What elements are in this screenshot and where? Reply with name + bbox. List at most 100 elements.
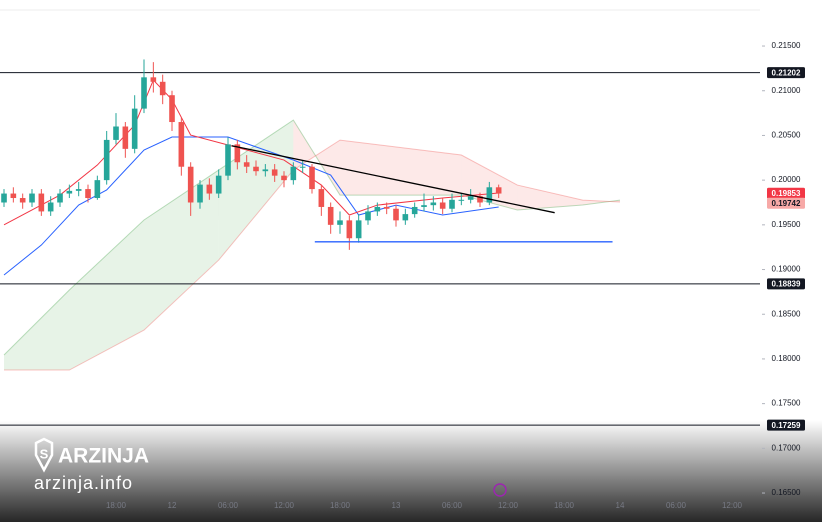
cloud-segment <box>582 200 621 205</box>
candle-body <box>253 166 259 172</box>
candle-body <box>19 198 26 203</box>
candle-body <box>215 175 222 194</box>
watermark-shade <box>0 420 822 522</box>
x-tick-label: 13 <box>392 501 401 510</box>
trendline <box>231 145 555 214</box>
candle-body <box>29 193 35 203</box>
candle-body <box>169 95 175 123</box>
candle-body <box>411 206 418 215</box>
y-tick-label: 0.19500 <box>772 220 801 229</box>
candle-body <box>318 189 325 207</box>
candle-body <box>421 205 427 207</box>
candle-body <box>374 206 381 212</box>
y-tick-label: 0.18000 <box>772 354 801 363</box>
cloud-segment <box>69 220 145 371</box>
cloud-segment <box>293 120 341 196</box>
level-label: 0.17259 <box>772 421 801 430</box>
x-tick-label: 18:00 <box>554 501 575 510</box>
candle-body <box>393 208 399 221</box>
candle-body <box>47 202 54 212</box>
x-tick-label: 18:00 <box>330 501 351 510</box>
y-tick-label: 0.17000 <box>772 443 801 452</box>
cloud-segment <box>340 140 462 196</box>
candle-body <box>225 144 231 176</box>
x-tick-label: 06:00 <box>666 501 687 510</box>
watermark-brand: ARZINJA <box>58 445 149 468</box>
candle-body <box>495 187 502 194</box>
candle-body <box>103 139 110 181</box>
y-tick-label: 0.16500 <box>772 488 801 497</box>
candle-body <box>10 193 17 199</box>
cloud-segment <box>144 170 219 331</box>
x-tick-label: 12 <box>168 501 177 510</box>
candle-body <box>477 196 483 203</box>
candle-body <box>449 199 455 209</box>
candle-body <box>150 77 157 82</box>
svg-text:S: S <box>40 446 49 461</box>
candle-body <box>1 193 7 203</box>
level-label-box <box>767 419 805 431</box>
price-label: 0.19742 <box>772 199 801 208</box>
candle-body <box>243 162 250 167</box>
cloud-segment <box>4 290 70 371</box>
candle-body <box>38 193 45 212</box>
candle-body <box>122 126 129 149</box>
candle-body <box>281 175 287 181</box>
indicator-line <box>3 79 499 226</box>
candle-body <box>234 144 241 163</box>
candle-body <box>299 166 306 168</box>
level-label-box <box>767 278 805 290</box>
cloud-segment <box>218 120 294 261</box>
candle-body <box>327 206 334 225</box>
candle-body <box>113 126 119 140</box>
candle-body <box>439 202 446 209</box>
y-tick-label: 0.19000 <box>772 265 801 274</box>
candle-body <box>346 220 353 239</box>
y-tick-label: 0.20000 <box>772 175 801 184</box>
y-tick-label: 0.20500 <box>772 131 801 140</box>
candle-body <box>458 199 465 201</box>
level-label: 0.18839 <box>772 280 801 289</box>
x-tick-label: 06:00 <box>218 501 239 510</box>
x-tick-label: 12:00 <box>498 501 519 510</box>
candle-body <box>159 81 166 96</box>
candle-body <box>75 189 82 191</box>
candle-body <box>365 211 371 221</box>
watermark-site: arzinja.info <box>34 473 133 493</box>
candle-body <box>309 166 315 190</box>
candle-body <box>94 180 101 199</box>
watermark-logo: S <box>34 437 54 473</box>
level-label-box <box>767 67 805 79</box>
y-tick-label: 0.21000 <box>772 86 801 95</box>
candle-body <box>66 190 73 194</box>
y-tick-label: 0.21500 <box>772 41 801 50</box>
candle-body <box>206 184 213 194</box>
indicator-line <box>3 136 499 276</box>
y-tick-label: 0.18500 <box>772 309 801 318</box>
candle-body <box>383 206 390 209</box>
replay-icon[interactable] <box>493 483 507 497</box>
price-label-box <box>767 197 805 209</box>
cloud-span-a <box>3 119 621 356</box>
candle-body <box>337 220 343 225</box>
candle-body <box>271 169 278 176</box>
candle-body <box>57 193 63 203</box>
candle-body <box>402 214 409 221</box>
candle-body <box>197 184 203 203</box>
x-tick-label: 14 <box>616 501 625 510</box>
x-tick-label: 06:00 <box>442 501 463 510</box>
candle-body <box>467 196 474 200</box>
candle-body <box>262 169 269 172</box>
candle-body <box>131 108 138 149</box>
x-tick-label: 12:00 <box>722 501 743 510</box>
x-tick-label: 18:00 <box>106 501 127 510</box>
candle-body <box>486 187 493 203</box>
candle-body <box>178 122 185 167</box>
cloud-span-b <box>4 139 621 371</box>
price-label: 0.19853 <box>772 189 801 198</box>
cloud-segment <box>517 185 583 210</box>
candle-body <box>430 202 437 206</box>
candle-body <box>290 166 297 181</box>
x-tick-label: 12:00 <box>274 501 295 510</box>
